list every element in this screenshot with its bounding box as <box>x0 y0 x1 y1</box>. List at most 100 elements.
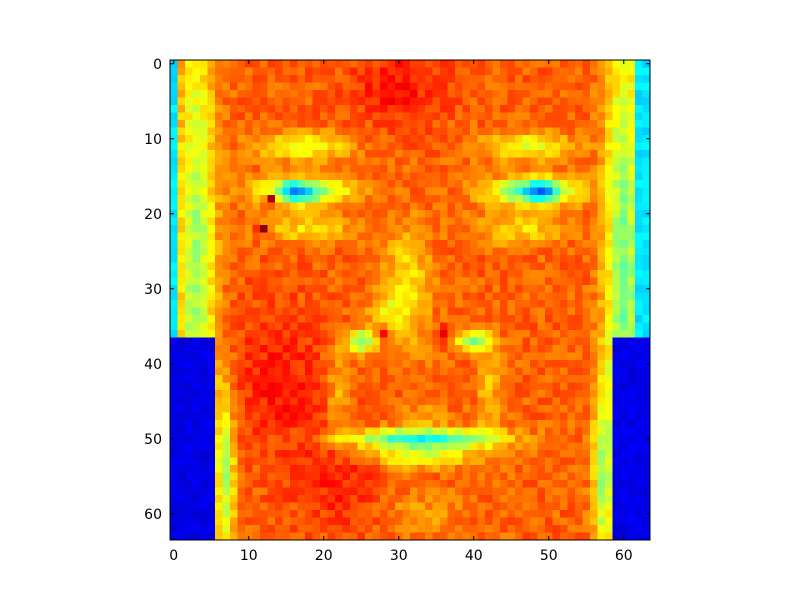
heatmap-cell <box>492 255 501 263</box>
heatmap-cell <box>327 300 336 308</box>
heatmap-cell <box>545 112 553 121</box>
heatmap-cell <box>275 217 283 226</box>
heatmap-cell <box>230 360 238 368</box>
heatmap-cell <box>320 262 328 271</box>
heatmap-cell <box>425 405 433 413</box>
heatmap-cell <box>372 532 381 541</box>
heatmap-cell <box>612 360 621 368</box>
heatmap-cell <box>425 300 433 308</box>
heatmap-cell <box>357 532 366 541</box>
heatmap-cell <box>417 270 426 278</box>
heatmap-cell <box>237 382 246 391</box>
heatmap-cell <box>567 367 576 376</box>
heatmap-cell <box>267 255 276 263</box>
heatmap-cell <box>597 262 606 271</box>
heatmap-cell <box>327 277 336 286</box>
heatmap-cell <box>440 532 448 541</box>
heatmap-cell <box>320 330 328 338</box>
heatmap-cell <box>605 187 613 196</box>
heatmap-cell <box>245 225 253 233</box>
heatmap-cell <box>260 345 268 353</box>
heatmap-cell <box>222 195 231 203</box>
heatmap-cell <box>252 427 261 436</box>
heatmap-cell <box>500 135 508 143</box>
heatmap-cell <box>260 442 268 451</box>
heatmap-cell <box>537 450 546 458</box>
heatmap-cell <box>372 210 381 218</box>
heatmap-cell <box>312 382 321 391</box>
heatmap-cell <box>522 465 531 473</box>
heatmap-cell <box>500 82 508 91</box>
heatmap-cell <box>200 150 208 158</box>
heatmap-cell <box>365 480 373 488</box>
heatmap-cell <box>192 525 201 533</box>
heatmap-cell <box>260 210 268 218</box>
heatmap-cell <box>387 120 396 128</box>
heatmap-cell <box>350 457 358 466</box>
heatmap-cell <box>642 75 651 83</box>
heatmap-cell <box>477 502 486 511</box>
heatmap-cell <box>230 435 238 443</box>
heatmap-cell <box>230 480 238 488</box>
heatmap-cell <box>335 165 343 173</box>
heatmap-cell <box>410 165 418 173</box>
heatmap-cell <box>590 442 598 451</box>
heatmap-cell <box>485 112 493 121</box>
heatmap-cell <box>320 225 328 233</box>
heatmap-cell <box>305 480 313 488</box>
heatmap-cell <box>282 97 291 106</box>
heatmap-cell <box>177 472 186 481</box>
heatmap-cell <box>305 180 313 188</box>
heatmap-cell <box>207 480 216 488</box>
heatmap-cell <box>327 75 336 83</box>
heatmap-cell <box>312 525 321 533</box>
heatmap-cell <box>387 412 396 421</box>
heatmap-cell <box>597 427 606 436</box>
heatmap-cell <box>297 165 306 173</box>
heatmap-cell <box>192 127 201 136</box>
heatmap-cell <box>320 510 328 518</box>
heatmap-cell <box>552 120 561 128</box>
heatmap-cell <box>342 112 351 121</box>
heatmap-cell <box>185 90 193 98</box>
heatmap-cell <box>560 127 568 136</box>
heatmap-cell <box>297 502 306 511</box>
heatmap-cell <box>245 487 253 496</box>
heatmap-cell <box>410 375 418 383</box>
heatmap-cell <box>327 60 336 68</box>
heatmap-cell <box>425 360 433 368</box>
heatmap-cell <box>642 322 651 331</box>
heatmap-cell <box>545 457 553 466</box>
heatmap-cell <box>215 435 223 443</box>
heatmap-cell <box>290 465 298 473</box>
heatmap-cell <box>327 487 336 496</box>
heatmap-cell <box>237 300 246 308</box>
heatmap-cell <box>237 270 246 278</box>
heatmap-cell <box>282 127 291 136</box>
heatmap-cell <box>485 495 493 503</box>
heatmap-cell <box>492 142 501 151</box>
heatmap-cell <box>620 315 628 323</box>
heatmap-cell <box>320 435 328 443</box>
heatmap-cell <box>395 525 403 533</box>
heatmap-cell <box>605 165 613 173</box>
heatmap-cell <box>267 322 276 331</box>
heatmap-cell <box>642 142 651 151</box>
heatmap-cell <box>417 285 426 293</box>
heatmap-cell <box>395 510 403 518</box>
heatmap-cell <box>567 315 576 323</box>
heatmap-cell <box>410 247 418 256</box>
heatmap-cell <box>500 157 508 166</box>
heatmap-cell <box>477 345 486 353</box>
heatmap-cell <box>275 75 283 83</box>
heatmap-cell <box>485 60 493 68</box>
heatmap-cell <box>620 450 628 458</box>
heatmap-cell <box>207 67 216 76</box>
heatmap-cell <box>432 127 441 136</box>
heatmap-cell <box>642 345 651 353</box>
heatmap-cell <box>635 127 643 136</box>
heatmap-cell <box>515 465 523 473</box>
heatmap-cell <box>267 60 276 68</box>
heatmap-cell <box>327 285 336 293</box>
heatmap-cell <box>462 225 471 233</box>
